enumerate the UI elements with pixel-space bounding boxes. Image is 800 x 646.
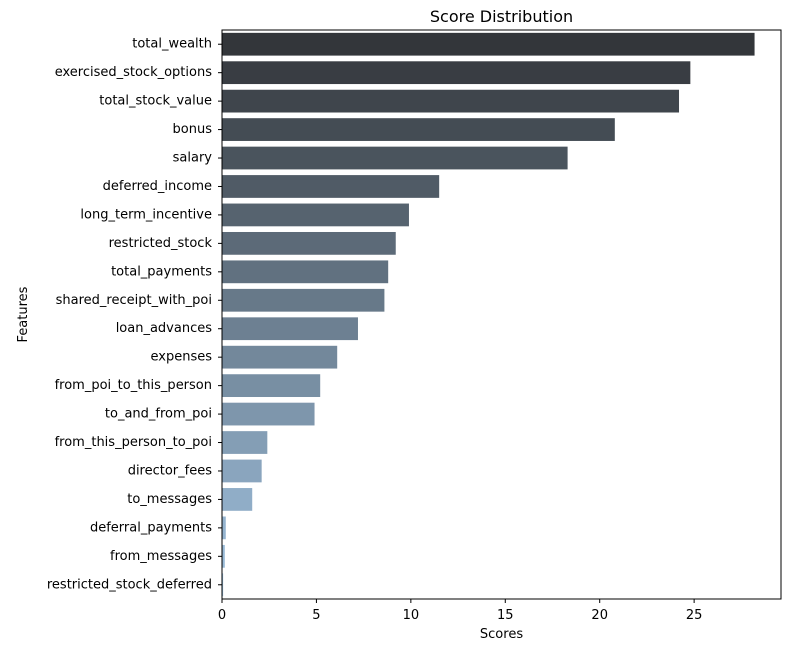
y-tick-label: to_and_from_poi bbox=[105, 407, 212, 422]
y-tick-label: restricted_stock bbox=[109, 236, 213, 251]
bar-long-term-incentive bbox=[222, 203, 409, 227]
bar-total-stock-value bbox=[222, 89, 680, 113]
bar-loan-advances bbox=[222, 317, 358, 341]
x-tick-label: 0 bbox=[218, 608, 226, 623]
bar-from-messages bbox=[222, 544, 225, 568]
y-tick-label: shared_receipt_with_poi bbox=[56, 293, 212, 308]
bar-expenses bbox=[222, 345, 338, 369]
bars-group bbox=[222, 32, 755, 597]
y-tick-label: director_fees bbox=[128, 463, 213, 478]
bar-to-messages bbox=[222, 488, 253, 511]
y-tick-label: from_poi_to_this_person bbox=[55, 378, 212, 393]
y-tick-labels: total_wealth exercised_stock_optionstotal… bbox=[47, 37, 222, 592]
plot-frame bbox=[221, 29, 782, 600]
y-tick-label: expenses bbox=[151, 350, 213, 365]
y-tick-label: from_messages bbox=[110, 549, 212, 564]
y-tick-label: restricted_stock_deferred bbox=[47, 577, 212, 592]
y-tick-label: deferral_payments bbox=[90, 520, 212, 535]
bar-to-and-from-poi bbox=[222, 402, 315, 426]
y-tick-label: from_this_person_to_poi bbox=[55, 435, 212, 450]
y-tick-label: total_payments bbox=[111, 264, 212, 279]
bar-director-fees bbox=[222, 459, 262, 483]
y-tick-label: deferred_income bbox=[103, 179, 212, 194]
x-tick-label: 15 bbox=[497, 608, 514, 623]
bar-total-payments bbox=[222, 260, 389, 284]
bar-exercised-stock-options bbox=[222, 61, 691, 85]
x-axis-label: Scores bbox=[480, 627, 523, 642]
chart-title: Score Distribution bbox=[430, 7, 573, 26]
y-tick-label: long_term_incentive bbox=[80, 207, 212, 222]
y-tick-label: bonus bbox=[173, 122, 213, 137]
y-tick-label: to_messages bbox=[127, 492, 212, 507]
y-tick-label: exercised_stock_options bbox=[55, 65, 213, 80]
bar-deferred-income bbox=[222, 175, 440, 198]
x-tick-label: 20 bbox=[591, 608, 608, 623]
bar-deferral-payments bbox=[222, 516, 226, 540]
x-ticks: 0 5 10 15 20 25 bbox=[218, 599, 703, 623]
bar-from-this-person-to-poi bbox=[222, 431, 268, 454]
y-tick-label: loan_advances bbox=[116, 321, 213, 336]
bar-restricted-stock bbox=[222, 231, 396, 255]
y-axis-label: Features bbox=[16, 286, 31, 342]
y-tick-label: salary bbox=[173, 151, 213, 166]
y-tick-label: total_wealth bbox=[132, 37, 212, 52]
bar-salary bbox=[222, 146, 568, 170]
x-tick-label: 5 bbox=[312, 608, 320, 623]
bar-bonus bbox=[222, 118, 615, 141]
bar-from-poi-to-this-person bbox=[222, 374, 321, 398]
x-tick-label: 25 bbox=[686, 608, 703, 623]
y-tick-label: total_stock_value bbox=[99, 94, 212, 109]
bar-restricted-stock-deferred bbox=[222, 573, 224, 597]
bar-total-wealth bbox=[222, 32, 755, 56]
bar-shared-receipt-with-poi bbox=[222, 288, 385, 312]
x-tick-label: 10 bbox=[403, 608, 420, 623]
